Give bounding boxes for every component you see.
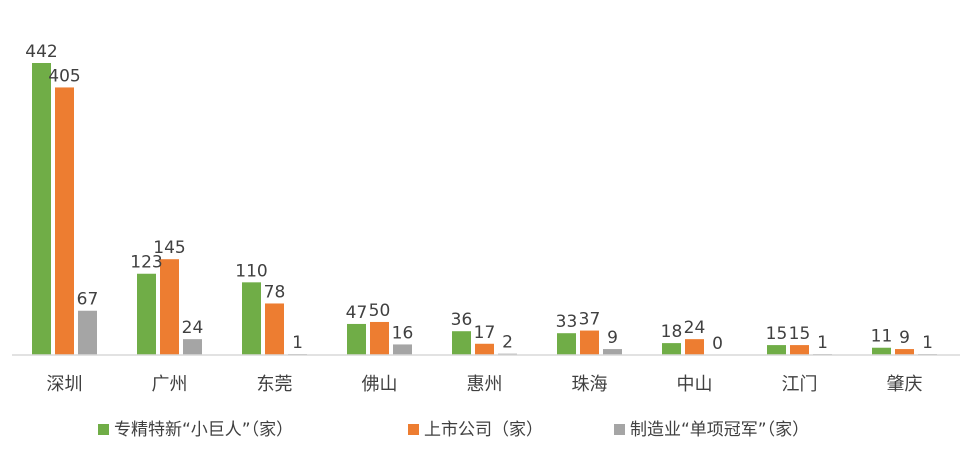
data-label: 16 (392, 323, 414, 343)
data-label: 24 (684, 318, 706, 338)
data-label: 24 (182, 318, 204, 338)
category-label: 珠海 (572, 374, 608, 395)
data-label: 145 (153, 238, 185, 258)
data-label: 18 (661, 322, 683, 342)
data-label: 78 (264, 282, 286, 302)
data-label: 123 (130, 253, 162, 273)
bar-2-6 (580, 330, 599, 355)
bar-1-6 (557, 333, 576, 355)
data-label: 47 (346, 303, 368, 323)
data-label: 9 (607, 328, 618, 348)
data-label: 50 (369, 301, 391, 321)
legend-swatch (408, 424, 419, 435)
category-labels-group: 深圳 广州 东莞 佛山 惠州 珠海 中山 江门 肇庆 (47, 374, 923, 395)
bar-2-3 (265, 303, 284, 355)
bar-3-6 (603, 349, 622, 355)
legend-item: 制造业“单项冠军”（家） (614, 420, 809, 440)
bar-3-1 (78, 310, 97, 355)
bar-2-2 (160, 259, 179, 355)
bar-1-4 (347, 323, 366, 355)
bar-1-2 (137, 273, 156, 355)
data-label: 405 (48, 66, 80, 86)
data-label: 15 (766, 324, 788, 344)
bar-1-8 (767, 345, 786, 355)
bar-2-9 (895, 349, 914, 355)
category-label: 惠州 (467, 374, 503, 395)
data-label: 17 (474, 323, 496, 343)
data-label: 0 (712, 334, 723, 354)
data-label: 2 (502, 333, 513, 353)
bar-2-1 (55, 87, 74, 356)
bar-2-7 (685, 339, 704, 355)
bar-2-4 (370, 321, 389, 355)
data-label: 11 (871, 327, 893, 347)
legend-label: 上市公司（家） (424, 420, 543, 440)
bar-2-5 (475, 343, 494, 355)
bar-1-3 (242, 282, 261, 355)
category-label: 深圳 (47, 374, 83, 395)
legend-label: 专精特新“小巨人”（家） (114, 420, 293, 440)
data-label: 33 (556, 312, 578, 332)
bar-1-1 (32, 63, 51, 355)
category-label: 东莞 (257, 374, 293, 395)
category-label: 肇庆 (887, 374, 923, 395)
category-label: 广州 (152, 374, 188, 395)
bar-3-2 (183, 339, 202, 355)
category-label: 佛山 (362, 374, 398, 395)
data-label: 442 (25, 42, 57, 62)
data-label: 1 (922, 333, 933, 353)
bar-1-5 (452, 331, 471, 355)
data-label: 110 (235, 261, 267, 281)
legend-swatch (98, 424, 109, 435)
data-label: 9 (899, 328, 910, 348)
bar-3-4 (393, 344, 412, 355)
data-label: 67 (77, 290, 99, 310)
legend-swatch (614, 424, 625, 435)
data-label: 36 (451, 310, 473, 330)
bar-1-9 (872, 347, 891, 355)
legend-label: 制造业“单项冠军”（家） (630, 420, 809, 440)
legend-item: 上市公司（家） (408, 420, 543, 440)
data-label: 1 (292, 333, 303, 353)
data-label: 1 (817, 333, 828, 353)
category-label: 江门 (782, 374, 818, 395)
bar-2-8 (790, 345, 809, 355)
legend: 专精特新“小巨人”（家） 上市公司（家） 制造业“单项冠军”（家） (98, 420, 809, 440)
legend-item: 专精特新“小巨人”（家） (98, 420, 293, 440)
bars-group (32, 63, 937, 356)
category-label: 中山 (677, 374, 713, 395)
bar-1-7 (662, 343, 681, 355)
data-label: 15 (789, 324, 811, 344)
data-label: 37 (579, 310, 601, 330)
